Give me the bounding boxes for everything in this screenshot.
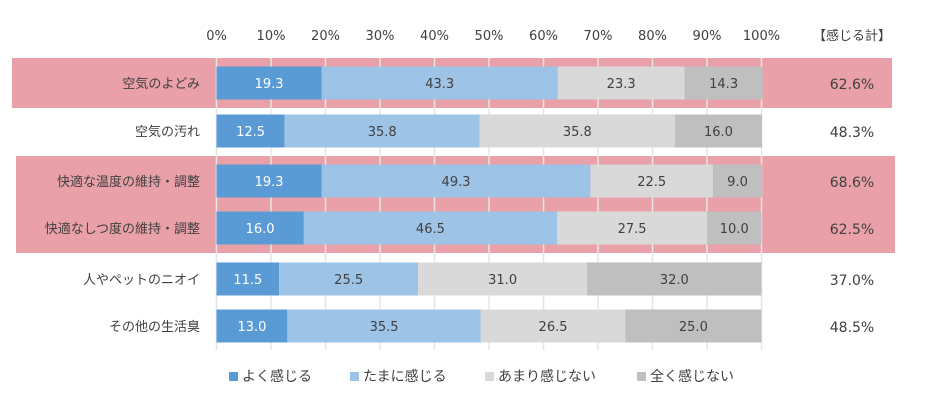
bar-segment [480,309,626,343]
bar-segment [284,114,480,148]
bar-value-label: 35.5 [370,320,399,335]
bar-value-label: 22.5 [637,175,666,190]
total-value: 62.5% [830,222,874,238]
legend-label: あまり感じない [498,369,596,385]
legend-item: あまり感じない [485,366,596,386]
x-tick-label: 10% [257,29,286,44]
bars: 19.3 43.3 23.3 14.3 12.5 35.8 35.8 16.0 19.3 49.3… [216,66,763,343]
bar-segment [216,66,322,100]
bar-segment [216,164,322,198]
bar-segment [303,211,558,245]
bar-value-label: 9.0 [727,175,748,190]
category-labels: 空気のよどみ空気の汚れ快適な温度の維持・調整快適なしつ度の維持・調整人やペットの… [45,76,200,335]
category-label: 空気の汚れ [135,124,200,140]
bar-segment [216,211,304,245]
x-tick-label: 80% [638,29,667,44]
bar-segment [479,114,675,148]
legend-item: よく感じる [229,366,312,386]
bar-value-label: 27.5 [618,222,647,237]
bar-value-label: 23.3 [607,77,636,92]
x-tick-label: 90% [693,29,722,44]
bar-value-label: 35.8 [563,125,592,140]
bar-value-label: 32.0 [660,273,689,288]
bar-segment [287,309,481,343]
category-label: 快適なしつ度の維持・調整 [45,221,200,237]
bar-segment [587,262,762,296]
legend-item: 全く感じない [637,366,734,386]
legend-label: よく感じる [242,369,312,385]
bar-value-label: 10.0 [720,222,749,237]
total-value: 68.6% [830,175,874,191]
category-label: 空気のよどみ [122,76,200,92]
bar-segment [684,66,763,100]
x-tick-label: 0% [206,29,227,44]
bar-segment [557,211,707,245]
bar-value-label: 46.5 [416,222,445,237]
x-tick-label: 50% [475,29,504,44]
x-tick-label: 70% [584,29,613,44]
x-tick-label: 60% [529,29,558,44]
total-value: 37.0% [830,273,874,289]
bar-segment [418,262,588,296]
bar-value-label: 16.0 [704,125,733,140]
bar-value-label: 43.3 [425,77,454,92]
bar-segment [279,262,419,296]
legend-swatch [485,371,494,381]
legend: よく感じる たまに感じる あまり感じない 全く感じない [0,366,925,390]
x-axis-tick-labels: 0% 10% 20% 30% 40% 50% 60% 70% 80% 90% 100% [206,29,780,44]
bar-value-label: 12.5 [236,125,265,140]
total-value: 48.5% [830,320,874,336]
bar-segment [216,309,288,343]
totals-column: 62.6% 48.3% 68.6% 62.5% 37.0% 48.5% [830,77,874,336]
bar-value-label: 35.8 [368,125,397,140]
bar-value-label: 19.3 [255,77,284,92]
total-value: 62.6% [830,77,874,93]
x-tick-label: 20% [311,29,340,44]
bar-value-label: 19.3 [255,175,284,190]
category-label: その他の生活臭 [109,320,200,335]
bar-value-label: 11.5 [233,273,262,288]
legend-item: たまに感じる [350,366,447,386]
bar-segment [712,164,763,198]
bar-value-label: 49.3 [442,175,471,190]
category-label: 快適な温度の維持・調整 [57,174,200,190]
bar-segment [625,309,762,343]
bar-segment [321,164,591,198]
bar-segment [674,114,763,148]
bar-segment [216,114,285,148]
legend-label: 全く感じない [650,369,734,385]
bar-value-label: 14.3 [709,77,738,92]
gridlines [215,58,763,350]
x-tick-label: 30% [366,29,395,44]
legend-swatch [350,371,359,381]
category-label: 人やペットのニオイ [83,273,200,288]
legend-label: たまに感じる [363,369,447,385]
bar-segment [321,66,558,100]
bar-segment [216,262,280,296]
bar-segment [557,66,685,100]
bar-value-label: 13.0 [237,320,266,335]
bar-value-label: 31.0 [488,273,517,288]
totals-header: 【感じる計】 [813,28,891,44]
bar-value-label: 26.5 [539,320,568,335]
x-tick-label: 100% [743,29,780,44]
legend-swatch [229,371,238,381]
bar-segment [707,211,762,245]
bar-segment [590,164,713,198]
bar-value-label: 25.5 [334,273,363,288]
x-tick-label: 40% [420,29,449,44]
total-value: 48.3% [830,125,874,141]
legend-swatch [637,371,646,381]
bar-value-label: 16.0 [246,222,275,237]
bar-value-label: 25.0 [679,320,708,335]
